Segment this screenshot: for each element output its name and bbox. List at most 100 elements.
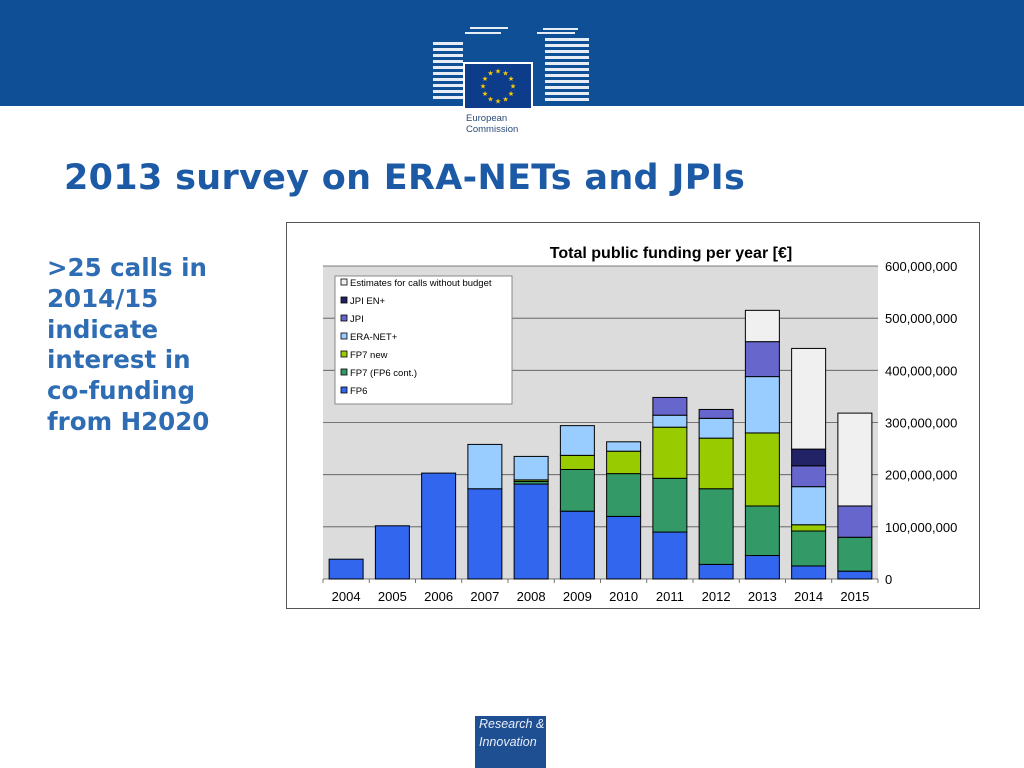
bar-segment — [513, 483, 549, 580]
x-tick-label: 2006 — [424, 589, 453, 604]
legend-swatch — [340, 332, 348, 340]
logo-line-2: Commission — [466, 124, 519, 135]
bar-segment — [791, 448, 827, 467]
bar-segment — [791, 524, 827, 532]
bar-segment — [698, 437, 734, 490]
bar-segment — [374, 525, 410, 580]
chart-frame: 0 100,000,000 200,000,000 300,000,000 400,00… — [286, 222, 980, 609]
bar-segment — [837, 570, 873, 580]
bar-segment — [652, 426, 688, 479]
bar-segment — [559, 425, 595, 456]
bar-segment — [606, 450, 642, 475]
eu-star-icon: ★ — [487, 70, 493, 78]
logo-wordmark: European Commission — [463, 108, 535, 142]
bar-segment — [467, 488, 503, 580]
bar-segment — [744, 505, 780, 557]
bar-segment — [791, 565, 827, 580]
badge-line-1: Research & — [479, 717, 545, 731]
bar-segment — [606, 441, 642, 452]
bar-segment — [744, 376, 780, 434]
legend-label: FP6 — [350, 386, 367, 397]
legend-swatch — [340, 296, 348, 304]
eu-star-icon: ★ — [510, 83, 516, 91]
legend-box — [334, 275, 513, 405]
bar-segment — [791, 347, 827, 450]
y-tick-label: 100,000,000 — [885, 520, 957, 535]
eu-star-icon: ★ — [508, 75, 514, 83]
bar-segment — [837, 536, 873, 572]
bar-segment — [698, 563, 734, 580]
chart-title: Total public funding per year [€] — [550, 245, 792, 262]
eu-star-icon: ★ — [495, 98, 501, 106]
x-tick-label: 2008 — [517, 589, 546, 604]
sidebar-line: from H2020 — [47, 406, 210, 436]
x-tick-label: 2014 — [794, 589, 823, 604]
x-tick-label: 2015 — [840, 589, 869, 604]
bar-segment — [698, 488, 734, 565]
bar-segment — [606, 473, 642, 517]
eu-star-icon: ★ — [487, 95, 493, 103]
bar-segment — [559, 468, 595, 512]
y-tick-label: 400,000,000 — [885, 363, 957, 378]
bar-segment — [744, 341, 780, 378]
bar-segment — [328, 558, 364, 580]
eu-star-icon: ★ — [502, 70, 508, 78]
x-tick-label: 2007 — [470, 589, 499, 604]
x-tick-label: 2012 — [702, 589, 731, 604]
eu-star-icon: ★ — [482, 75, 488, 83]
bar-segment — [791, 530, 827, 567]
x-tick-label: 2010 — [609, 589, 638, 604]
bar-segment — [744, 432, 780, 507]
bar-segment — [744, 309, 780, 343]
sidebar-line: >25 calls in — [47, 253, 207, 282]
bar-segment — [513, 455, 549, 481]
eu-star-icon: ★ — [480, 83, 486, 91]
y-tick-label: 300,000,000 — [885, 416, 957, 431]
research-innovation-badge: Research & Innovation — [475, 716, 546, 768]
sidebar-line: indicate — [47, 314, 159, 344]
legend-label: FP7 new — [350, 350, 388, 361]
legend-swatch — [340, 350, 348, 358]
legend-swatch — [340, 386, 348, 394]
legend-label: Estimates for calls without budget — [350, 278, 492, 289]
bar-segment — [652, 414, 688, 428]
legend-swatch — [340, 314, 348, 322]
bar-segment — [791, 465, 827, 488]
y-tick-label: 500,000,000 — [885, 311, 957, 326]
legend-label: FP7 (FP6 cont.) — [350, 368, 417, 379]
x-tick-label: 2009 — [563, 589, 592, 604]
stacked-bar-chart: 0 100,000,000 200,000,000 300,000,000 400,00… — [322, 245, 957, 604]
x-tick-label: 2005 — [378, 589, 407, 604]
bar-segment — [698, 417, 734, 439]
european-commission-logo: ★ ★★★★★★★★★★★ — [433, 27, 589, 110]
bar-segment — [652, 531, 688, 580]
legend-label: JPI EN+ — [350, 296, 386, 307]
sidebar-line: co-funding — [47, 376, 195, 406]
x-tick-label: 2011 — [656, 589, 684, 604]
sidebar-line: 2014/15 — [47, 283, 159, 313]
bar-segment — [652, 477, 688, 533]
y-tick-label: 0 — [885, 572, 892, 587]
bar-segment — [652, 396, 688, 416]
bar-segment — [837, 412, 873, 507]
sidebar-text: >25 calls in 2014/15 indicate interest i… — [47, 253, 257, 438]
x-tick-label: 2004 — [332, 589, 361, 604]
bar-segment — [559, 454, 595, 470]
eu-star-icon: ★ — [495, 68, 501, 76]
bar-segment — [837, 505, 873, 538]
x-tick-label: 2013 — [748, 589, 777, 604]
badge-line-2: Innovation — [479, 735, 537, 749]
logo-line-1: European — [466, 113, 508, 124]
sidebar-line: interest in — [47, 345, 191, 375]
bar-segment — [559, 510, 595, 580]
bar-segment — [421, 472, 457, 580]
page-title: 2013 survey on ERA-NETs and JPIs — [64, 158, 746, 198]
eu-star-icon: ★ — [482, 90, 488, 98]
bar-segment — [791, 486, 827, 526]
legend-swatch — [340, 278, 348, 286]
bar-segment — [698, 408, 734, 419]
y-tick-label: 200,000,000 — [885, 468, 957, 483]
bar-segment — [744, 555, 780, 580]
bar-segment — [467, 443, 503, 490]
eu-star-icon: ★ — [502, 95, 508, 103]
